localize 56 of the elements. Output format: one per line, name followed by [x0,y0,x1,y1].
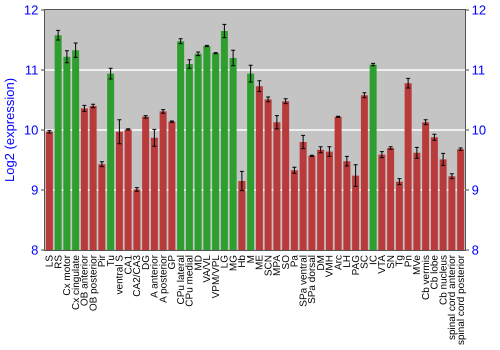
x-tick-label: SCN [263,255,274,276]
x-tick-label: A anterior [150,254,161,298]
x-tick-label: VMH [324,255,336,278]
x-tick-label: ME [254,254,266,270]
x-tick-label: M [246,255,257,264]
x-tick-label: IC [368,255,380,265]
x-tick-label: DG [140,254,152,270]
y-axis-title: Log2 (expression) [2,78,17,182]
x-tick-label: ventral S [114,254,126,294]
x-tick-label: SN [386,255,397,269]
x-tick-label: spinal cord anterior [447,254,458,340]
x-tick-label: MPA [272,254,284,276]
x-tick-label: Cb lobe [430,254,441,290]
x-tick-label: MG [228,254,240,272]
x-tick-label: LH [342,255,354,268]
y2-tick-label: 11 [472,62,486,78]
x-tick-label: CA2/CA3 [132,254,144,297]
x-tick-label: MVe [412,254,424,276]
x-tick-label: VTA [377,254,388,274]
x-tick-label: spinal cord posterior [456,254,467,346]
x-tick-label: LG [220,254,231,268]
x-tick-label: Tu [106,255,117,266]
x-tick-label: SC [360,255,371,269]
x-tick-label: OB anterior [80,254,91,306]
y2-tick-label: 9 [472,182,479,198]
x-tick-label: PAG [350,254,362,276]
x-tick-label: CPu medial [184,255,196,307]
x-tick-label: GP [167,254,178,270]
y2-tick-label: 12 [472,2,486,18]
y-tick-label: 10 [24,122,38,138]
x-tick-label: Pir [97,254,108,268]
x-tick-label: Tg [394,255,406,267]
x-tick-label: CPu lateral [176,255,187,304]
x-tick-label: CA1 [123,254,134,274]
x-tick-label: Cb nucleus [438,255,450,306]
x-tick-label: Pn [403,255,414,268]
x-tick-label: VPM/VPL [210,254,222,298]
x-tick-label: Cb vermis [420,255,432,300]
x-tick-label: Pa [290,254,301,268]
x-tick-label: LS [44,254,56,268]
y-tick-label: 9 [31,182,38,198]
x-tick-label: Arc [333,255,344,270]
x-tick-label: Cx cingulate [70,254,82,310]
y-tick-label: 11 [24,62,38,78]
x-tick-label: RS [53,254,64,269]
y2-tick-label: 8 [472,242,479,258]
x-tick-label: DM [316,255,327,271]
x-tick-label: A posterior [158,254,170,303]
x-tick-label: OB posterior [88,254,100,312]
y-tick-label: 12 [24,2,38,18]
x-tick-label: SPa ventral [298,255,310,307]
y2-tick-label: 10 [472,122,486,138]
y-tick-label: 8 [31,242,38,258]
x-tick-label: SPa dorsal [307,255,318,304]
x-tick-label: Hb [237,254,248,268]
x-tick-label: SO [280,254,292,270]
